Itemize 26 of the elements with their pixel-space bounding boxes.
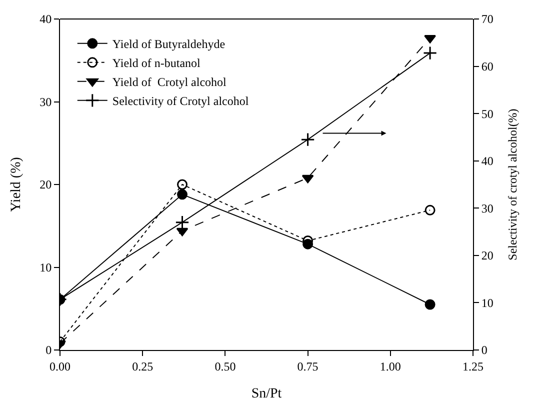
y2-tick-label: 20	[481, 248, 494, 263]
y2-tick-label: 60	[481, 59, 494, 74]
x-tick-label: 0.75	[297, 359, 318, 374]
y-axis-title: Yield (%)	[9, 156, 24, 212]
y2-tick-label: 30	[481, 201, 494, 216]
x-tick-label: 1.25	[462, 359, 484, 374]
y2-tick-label: 50	[481, 106, 494, 121]
y2-tick-label: 70	[481, 12, 494, 26]
x-tick-label: 1.00	[380, 359, 401, 374]
legend-label: Yield of Butyraldehyde	[112, 37, 226, 52]
x-tick-label: 0.25	[132, 359, 154, 374]
legend-label: Selectivity of Crotyl alcohol	[112, 94, 250, 108]
y2-tick-label: 0	[481, 343, 488, 358]
y2-axis-title: Selectivity of crotyl alcohol(%)	[505, 108, 520, 260]
legend-label: Yield of Crotyl alcohol	[112, 75, 228, 90]
x-tick-label: 0.00	[50, 359, 70, 374]
y2-tick-label: 40	[481, 154, 494, 168]
y-tick-label: 0	[46, 343, 52, 358]
y2-tick-label: 10	[481, 296, 494, 310]
y-tick-label: 10	[40, 260, 52, 274]
y-tick-label: 30	[40, 94, 52, 109]
x-axis-title: Sn/Pt	[251, 386, 282, 402]
y-tick-label: 40	[40, 12, 52, 26]
x-tick-label: 0.50	[214, 359, 236, 374]
y-tick-label: 20	[40, 178, 52, 192]
legend-label: Yield of n-butanol	[112, 56, 202, 70]
